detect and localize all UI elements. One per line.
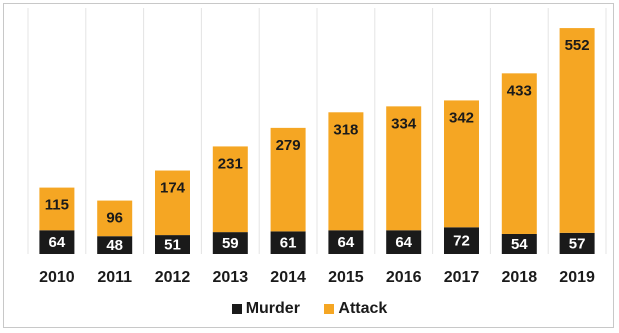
bar-attack-2013 (212, 146, 248, 233)
bar-attack-2015 (328, 112, 364, 231)
bar-murder-2016 (386, 230, 422, 254)
bar-murder-2018 (501, 233, 537, 254)
bar-attack-2018 (501, 73, 537, 234)
legend-label-murder: Murder (245, 300, 300, 317)
value-label-murder-2014: 61 (280, 235, 297, 252)
value-label-attack-2018: 433 (507, 82, 532, 99)
x-tick-labels: 2010 2011 2012 2013 2014 2015 2016 2017 2018 2019 (39, 269, 595, 286)
x-tick-2015: 2015 (328, 269, 364, 286)
value-label-attack-2010: 115 (45, 197, 69, 214)
legend: Murder Attack (0, 300, 619, 319)
bar-attack-2014 (270, 127, 306, 232)
bar-murder-2011 (97, 236, 133, 254)
legend-label-attack: Attack (338, 300, 388, 317)
legend-item-murder: Murder (231, 300, 300, 318)
value-label-attack-2014: 279 (276, 137, 301, 154)
x-tick-2017: 2017 (444, 269, 480, 286)
bar-murder-2010 (39, 230, 75, 254)
x-tick-2014: 2014 (270, 269, 306, 286)
value-label-murder-2018: 54 (511, 236, 528, 253)
value-label-attack-2017: 342 (449, 109, 474, 126)
legend-swatch-murder (231, 304, 242, 314)
x-tick-2018: 2018 (502, 269, 538, 286)
bars (39, 28, 595, 254)
legend-item-attack: Attack (324, 300, 387, 318)
bar-murder-2012 (155, 235, 190, 254)
x-tick-2012: 2012 (155, 269, 191, 286)
value-label-murder-2016: 64 (395, 234, 412, 251)
x-tick-2019: 2019 (559, 269, 595, 286)
value-label-murder-2010: 64 (49, 234, 66, 251)
value-label-attack-2019: 552 (565, 37, 590, 54)
value-label-murder-2015: 64 (338, 234, 355, 251)
value-label-murder-2017: 72 (453, 233, 470, 250)
bar-murder-2013 (212, 232, 248, 254)
x-tick-2016: 2016 (386, 269, 422, 286)
legend-swatch-attack (324, 304, 335, 314)
value-label-murder-2013: 59 (222, 235, 239, 252)
bar-murder-2015 (328, 230, 364, 254)
value-labels: 64 115 48 96 51 174 59 231 61 279 64 318 64 334 72 342 5… (45, 37, 590, 254)
value-label-attack-2013: 231 (218, 155, 243, 172)
bar-attack-2017 (444, 100, 479, 228)
bar-murder-2019 (559, 232, 595, 254)
value-label-attack-2015: 318 (333, 121, 358, 138)
x-tick-2010: 2010 (39, 269, 75, 286)
value-label-attack-2012: 174 (160, 180, 186, 197)
value-label-murder-2011: 48 (106, 237, 123, 254)
bar-murder-2014 (270, 231, 306, 254)
value-label-murder-2019: 57 (569, 235, 586, 252)
x-tick-2013: 2013 (213, 269, 249, 286)
bar-attack-2012 (155, 170, 190, 236)
value-label-attack-2016: 334 (391, 115, 417, 132)
bar-attack-2010 (39, 187, 75, 231)
x-tick-2011: 2011 (97, 269, 132, 286)
gridlines (27, 8, 607, 254)
bar-attack-2011 (97, 200, 133, 237)
bar-attack-2016 (386, 106, 422, 231)
value-label-attack-2011: 96 (106, 210, 123, 227)
value-label-murder-2012: 51 (164, 237, 181, 254)
bar-murder-2017 (444, 227, 479, 254)
bar-attack-2019 (559, 28, 595, 233)
